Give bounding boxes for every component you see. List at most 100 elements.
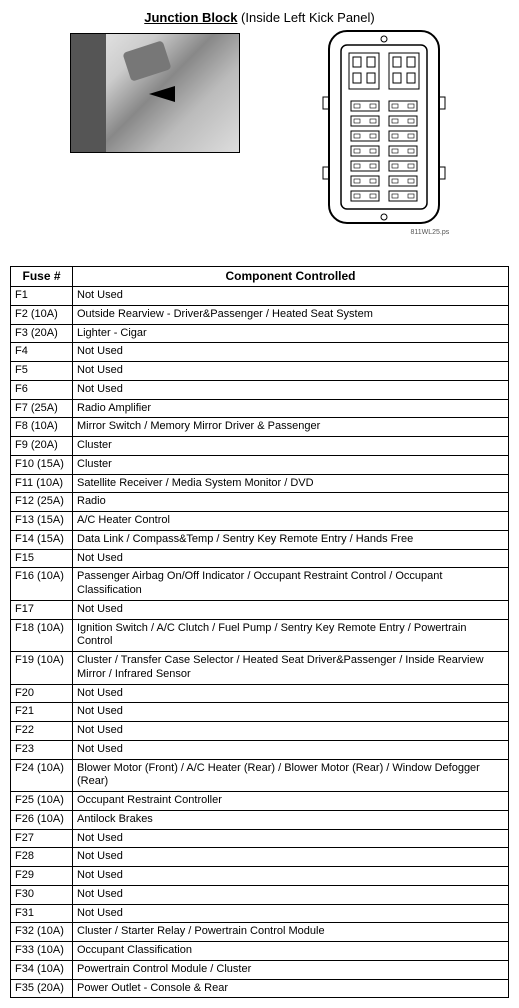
fuse-cell: F28 (11, 848, 73, 867)
component-cell: Cluster / Transfer Case Selector / Heate… (73, 652, 509, 685)
fuse-cell: F16 (10A) (11, 568, 73, 601)
fuse-cell: F24 (10A) (11, 759, 73, 792)
component-cell: Not Used (73, 904, 509, 923)
fuse-cell: F22 (11, 722, 73, 741)
table-row: F23Not Used (11, 740, 509, 759)
component-cell: Not Used (73, 380, 509, 399)
table-row: F6Not Used (11, 380, 509, 399)
images-row: 811WL25.ps (10, 33, 509, 236)
component-cell: Not Used (73, 600, 509, 619)
fusebox-diagram (319, 27, 449, 227)
fuse-cell: F12 (25A) (11, 493, 73, 512)
fuse-cell: F31 (11, 904, 73, 923)
component-cell: Not Used (73, 287, 509, 306)
fuse-cell: F3 (20A) (11, 324, 73, 343)
table-header-row: Fuse # Component Controlled (11, 267, 509, 287)
table-row: F33 (10A)Occupant Classification (11, 942, 509, 961)
table-row: F29Not Used (11, 867, 509, 886)
fuse-cell: F21 (11, 703, 73, 722)
component-cell: Satellite Receiver / Media System Monito… (73, 474, 509, 493)
table-row: F3 (20A)Lighter - Cigar (11, 324, 509, 343)
component-cell: Cluster (73, 437, 509, 456)
component-cell: Occupant Restraint Controller (73, 792, 509, 811)
diagram-caption: 811WL25.ps (319, 229, 449, 236)
component-cell: Data Link / Compass&Temp / Sentry Key Re… (73, 530, 509, 549)
table-row: F34 (10A)Powertrain Control Module / Clu… (11, 960, 509, 979)
component-cell: Not Used (73, 343, 509, 362)
fuse-cell: F19 (10A) (11, 652, 73, 685)
component-cell: Not Used (73, 848, 509, 867)
component-cell: Radio (73, 493, 509, 512)
fuse-cell: F34 (10A) (11, 960, 73, 979)
table-row: F26 (10A)Antilock Brakes (11, 810, 509, 829)
table-row: F8 (10A)Mirror Switch / Memory Mirror Dr… (11, 418, 509, 437)
table-row: F1Not Used (11, 287, 509, 306)
header-component: Component Controlled (73, 267, 509, 287)
table-row: F5Not Used (11, 362, 509, 381)
pointer-arrow-icon (149, 86, 175, 102)
component-cell: Not Used (73, 829, 509, 848)
fuse-cell: F10 (15A) (11, 455, 73, 474)
component-cell: Antilock Brakes (73, 810, 509, 829)
header-fuse: Fuse # (11, 267, 73, 287)
component-cell: Powertrain Control Module / Cluster (73, 960, 509, 979)
table-row: F11 (10A)Satellite Receiver / Media Syst… (11, 474, 509, 493)
fusebox-svg (319, 27, 449, 227)
table-row: F31Not Used (11, 904, 509, 923)
table-row: F7 (25A)Radio Amplifier (11, 399, 509, 418)
component-cell: Not Used (73, 684, 509, 703)
table-row: F15Not Used (11, 549, 509, 568)
table-row: F18 (10A)Ignition Switch / A/C Clutch / … (11, 619, 509, 652)
component-cell: Not Used (73, 867, 509, 886)
fuse-cell: F15 (11, 549, 73, 568)
component-cell: Power Outlet - Console & Rear (73, 979, 509, 998)
table-row: F14 (15A)Data Link / Compass&Temp / Sent… (11, 530, 509, 549)
table-row: F32 (10A)Cluster / Starter Relay / Power… (11, 923, 509, 942)
table-row: F22Not Used (11, 722, 509, 741)
fuse-cell: F8 (10A) (11, 418, 73, 437)
fuse-tbody: F1Not UsedF2 (10A)Outside Rearview - Dri… (11, 287, 509, 998)
component-cell: Radio Amplifier (73, 399, 509, 418)
table-row: F25 (10A)Occupant Restraint Controller (11, 792, 509, 811)
table-row: F2 (10A)Outside Rearview - Driver&Passen… (11, 305, 509, 324)
diagram-wrapper: 811WL25.ps (319, 33, 449, 236)
component-cell: Not Used (73, 703, 509, 722)
fuse-cell: F14 (15A) (11, 530, 73, 549)
table-row: F27Not Used (11, 829, 509, 848)
component-cell: Cluster (73, 455, 509, 474)
table-row: F4Not Used (11, 343, 509, 362)
fuse-table: Fuse # Component Controlled F1Not UsedF2… (10, 266, 509, 998)
fuse-cell: F11 (10A) (11, 474, 73, 493)
fuse-cell: F9 (20A) (11, 437, 73, 456)
fuse-cell: F5 (11, 362, 73, 381)
fuse-cell: F25 (10A) (11, 792, 73, 811)
table-row: F19 (10A)Cluster / Transfer Case Selecto… (11, 652, 509, 685)
photo-clip (122, 40, 171, 82)
component-cell: Not Used (73, 362, 509, 381)
fuse-cell: F23 (11, 740, 73, 759)
table-row: F20Not Used (11, 684, 509, 703)
fuse-cell: F33 (10A) (11, 942, 73, 961)
fuse-cell: F18 (10A) (11, 619, 73, 652)
title-bold: Junction Block (144, 10, 237, 25)
table-row: F30Not Used (11, 885, 509, 904)
fuse-cell: F20 (11, 684, 73, 703)
table-row: F10 (15A)Cluster (11, 455, 509, 474)
fuse-cell: F26 (10A) (11, 810, 73, 829)
fuse-cell: F30 (11, 885, 73, 904)
component-cell: Not Used (73, 722, 509, 741)
fuse-cell: F35 (20A) (11, 979, 73, 998)
fuse-cell: F1 (11, 287, 73, 306)
table-row: F17Not Used (11, 600, 509, 619)
fuse-cell: F17 (11, 600, 73, 619)
fuse-cell: F6 (11, 380, 73, 399)
component-cell: Mirror Switch / Memory Mirror Driver & P… (73, 418, 509, 437)
component-cell: Not Used (73, 549, 509, 568)
table-row: F24 (10A)Blower Motor (Front) / A/C Heat… (11, 759, 509, 792)
location-photo (70, 33, 240, 153)
fuse-cell: F4 (11, 343, 73, 362)
fuse-cell: F7 (25A) (11, 399, 73, 418)
fuse-cell: F2 (10A) (11, 305, 73, 324)
component-cell: Outside Rearview - Driver&Passenger / He… (73, 305, 509, 324)
fuse-cell: F29 (11, 867, 73, 886)
